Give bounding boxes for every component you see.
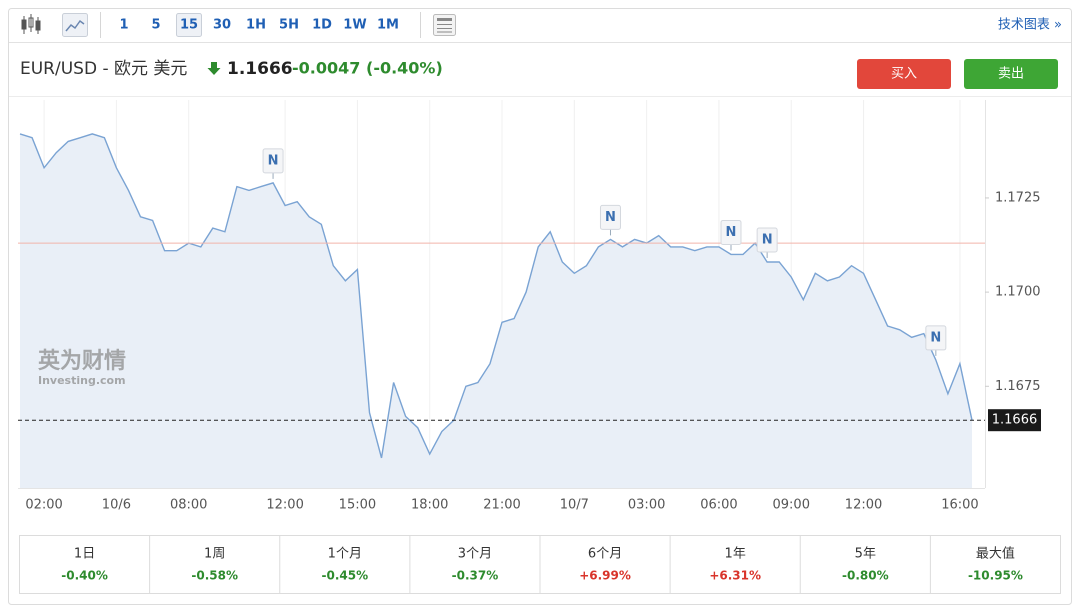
y-tick-label: 1.1675 bbox=[995, 379, 1041, 394]
period-change: +6.99% bbox=[579, 569, 631, 583]
interval[interactable]: 1D bbox=[312, 18, 332, 33]
news-flag-label[interactable]: N bbox=[930, 330, 941, 345]
x-tick-label: 15:00 bbox=[339, 498, 376, 513]
period-label: 1日 bbox=[74, 547, 95, 562]
buy-button[interactable] bbox=[857, 59, 951, 89]
interval[interactable]: 1W bbox=[343, 18, 366, 33]
sell-button[interactable] bbox=[964, 59, 1058, 89]
news-flag-label[interactable]: N bbox=[605, 210, 616, 225]
x-tick-label: 03:00 bbox=[628, 498, 665, 513]
period-label: 5年 bbox=[855, 547, 876, 562]
plot: 02:00 10/6 08:00 12:00 15:00 18:00 21:00 10/7 03… bbox=[18, 100, 1041, 513]
period-change: -0.45% bbox=[322, 569, 369, 583]
period-label: 6个月 bbox=[588, 547, 622, 562]
x-tick-label: 18:00 bbox=[411, 498, 448, 513]
area-fill bbox=[20, 133, 972, 488]
interval[interactable]: 5H bbox=[279, 18, 299, 33]
x-tick-label: 02:00 bbox=[25, 498, 62, 513]
interval[interactable]: 1M bbox=[377, 18, 399, 33]
area-icon[interactable] bbox=[62, 13, 88, 37]
period-change: -0.40% bbox=[61, 569, 108, 583]
news-flag[interactable] bbox=[262, 148, 284, 174]
news-flag[interactable] bbox=[925, 325, 947, 351]
period-label: 1个月 bbox=[328, 547, 362, 562]
x-tick-label: 12:00 bbox=[845, 498, 882, 513]
news-flag[interactable] bbox=[599, 204, 621, 230]
x-tick-label: 16:00 bbox=[941, 498, 978, 513]
current-price-box bbox=[988, 409, 1041, 432]
down-arrow bbox=[207, 62, 221, 75]
x-tick-label: 21:00 bbox=[483, 498, 520, 513]
current-price-label: 1.1666 bbox=[992, 413, 1038, 428]
period-label: 1年 bbox=[725, 547, 746, 562]
period-label: 3个月 bbox=[458, 547, 492, 562]
x-tick-label: 08:00 bbox=[170, 498, 207, 513]
sell-label[interactable]: 卖出 bbox=[998, 67, 1024, 82]
news-flag-label[interactable]: N bbox=[726, 225, 737, 240]
price: 1.1666 bbox=[227, 59, 293, 79]
interval[interactable]: 30 bbox=[213, 18, 231, 33]
period-label: 最大值 bbox=[976, 546, 1015, 562]
change: -0.0047 bbox=[292, 59, 360, 78]
symbol: EUR/USD - 欧元 美元 bbox=[20, 59, 187, 79]
layout-icon[interactable] bbox=[433, 14, 456, 36]
buy-label[interactable]: 买入 bbox=[891, 67, 917, 82]
news-flag-label[interactable]: N bbox=[268, 153, 279, 168]
candle-icon[interactable] bbox=[21, 14, 41, 34]
y-tick-label: 1.1700 bbox=[995, 285, 1041, 300]
news-flag[interactable] bbox=[720, 219, 742, 245]
x-tick-label: 09:00 bbox=[773, 498, 810, 513]
interval[interactable]: 1 bbox=[119, 18, 128, 33]
period-label: 1周 bbox=[204, 547, 225, 562]
tech-chart-link[interactable]: 技术图表 » bbox=[998, 18, 1062, 33]
interval[interactable]: 1H bbox=[246, 18, 266, 33]
price-line bbox=[19, 133, 973, 459]
x-tick-label: 12:00 bbox=[266, 498, 303, 513]
news-flag[interactable] bbox=[756, 227, 778, 253]
x-tick-label: 10/7 bbox=[560, 498, 589, 513]
y-tick-label: 1.1725 bbox=[995, 190, 1041, 205]
watermark-brand: 英为财情 bbox=[38, 348, 126, 374]
watermark-site: Investing.com bbox=[38, 374, 126, 387]
interval[interactable]: 5 bbox=[151, 18, 160, 33]
period-change: +6.31% bbox=[709, 569, 761, 583]
x-tick-label: 10/6 bbox=[102, 498, 131, 513]
period-change: -10.95% bbox=[968, 569, 1023, 583]
period-change: -0.58% bbox=[191, 569, 238, 583]
interval-active bbox=[176, 13, 202, 37]
period-table: 1日 -0.40% 1周 -0.58% 1个月 -0.45% 3个月 -0.37% 6个月 +6.… bbox=[19, 535, 1061, 594]
change-percent: (-0.40%) bbox=[366, 59, 443, 78]
x-tick-label: 06:00 bbox=[700, 498, 737, 513]
news-flag-label[interactable]: N bbox=[762, 232, 773, 247]
interval[interactable]: 15 bbox=[180, 18, 198, 33]
period-change: -0.80% bbox=[842, 569, 889, 583]
period-change: -0.37% bbox=[452, 569, 499, 583]
